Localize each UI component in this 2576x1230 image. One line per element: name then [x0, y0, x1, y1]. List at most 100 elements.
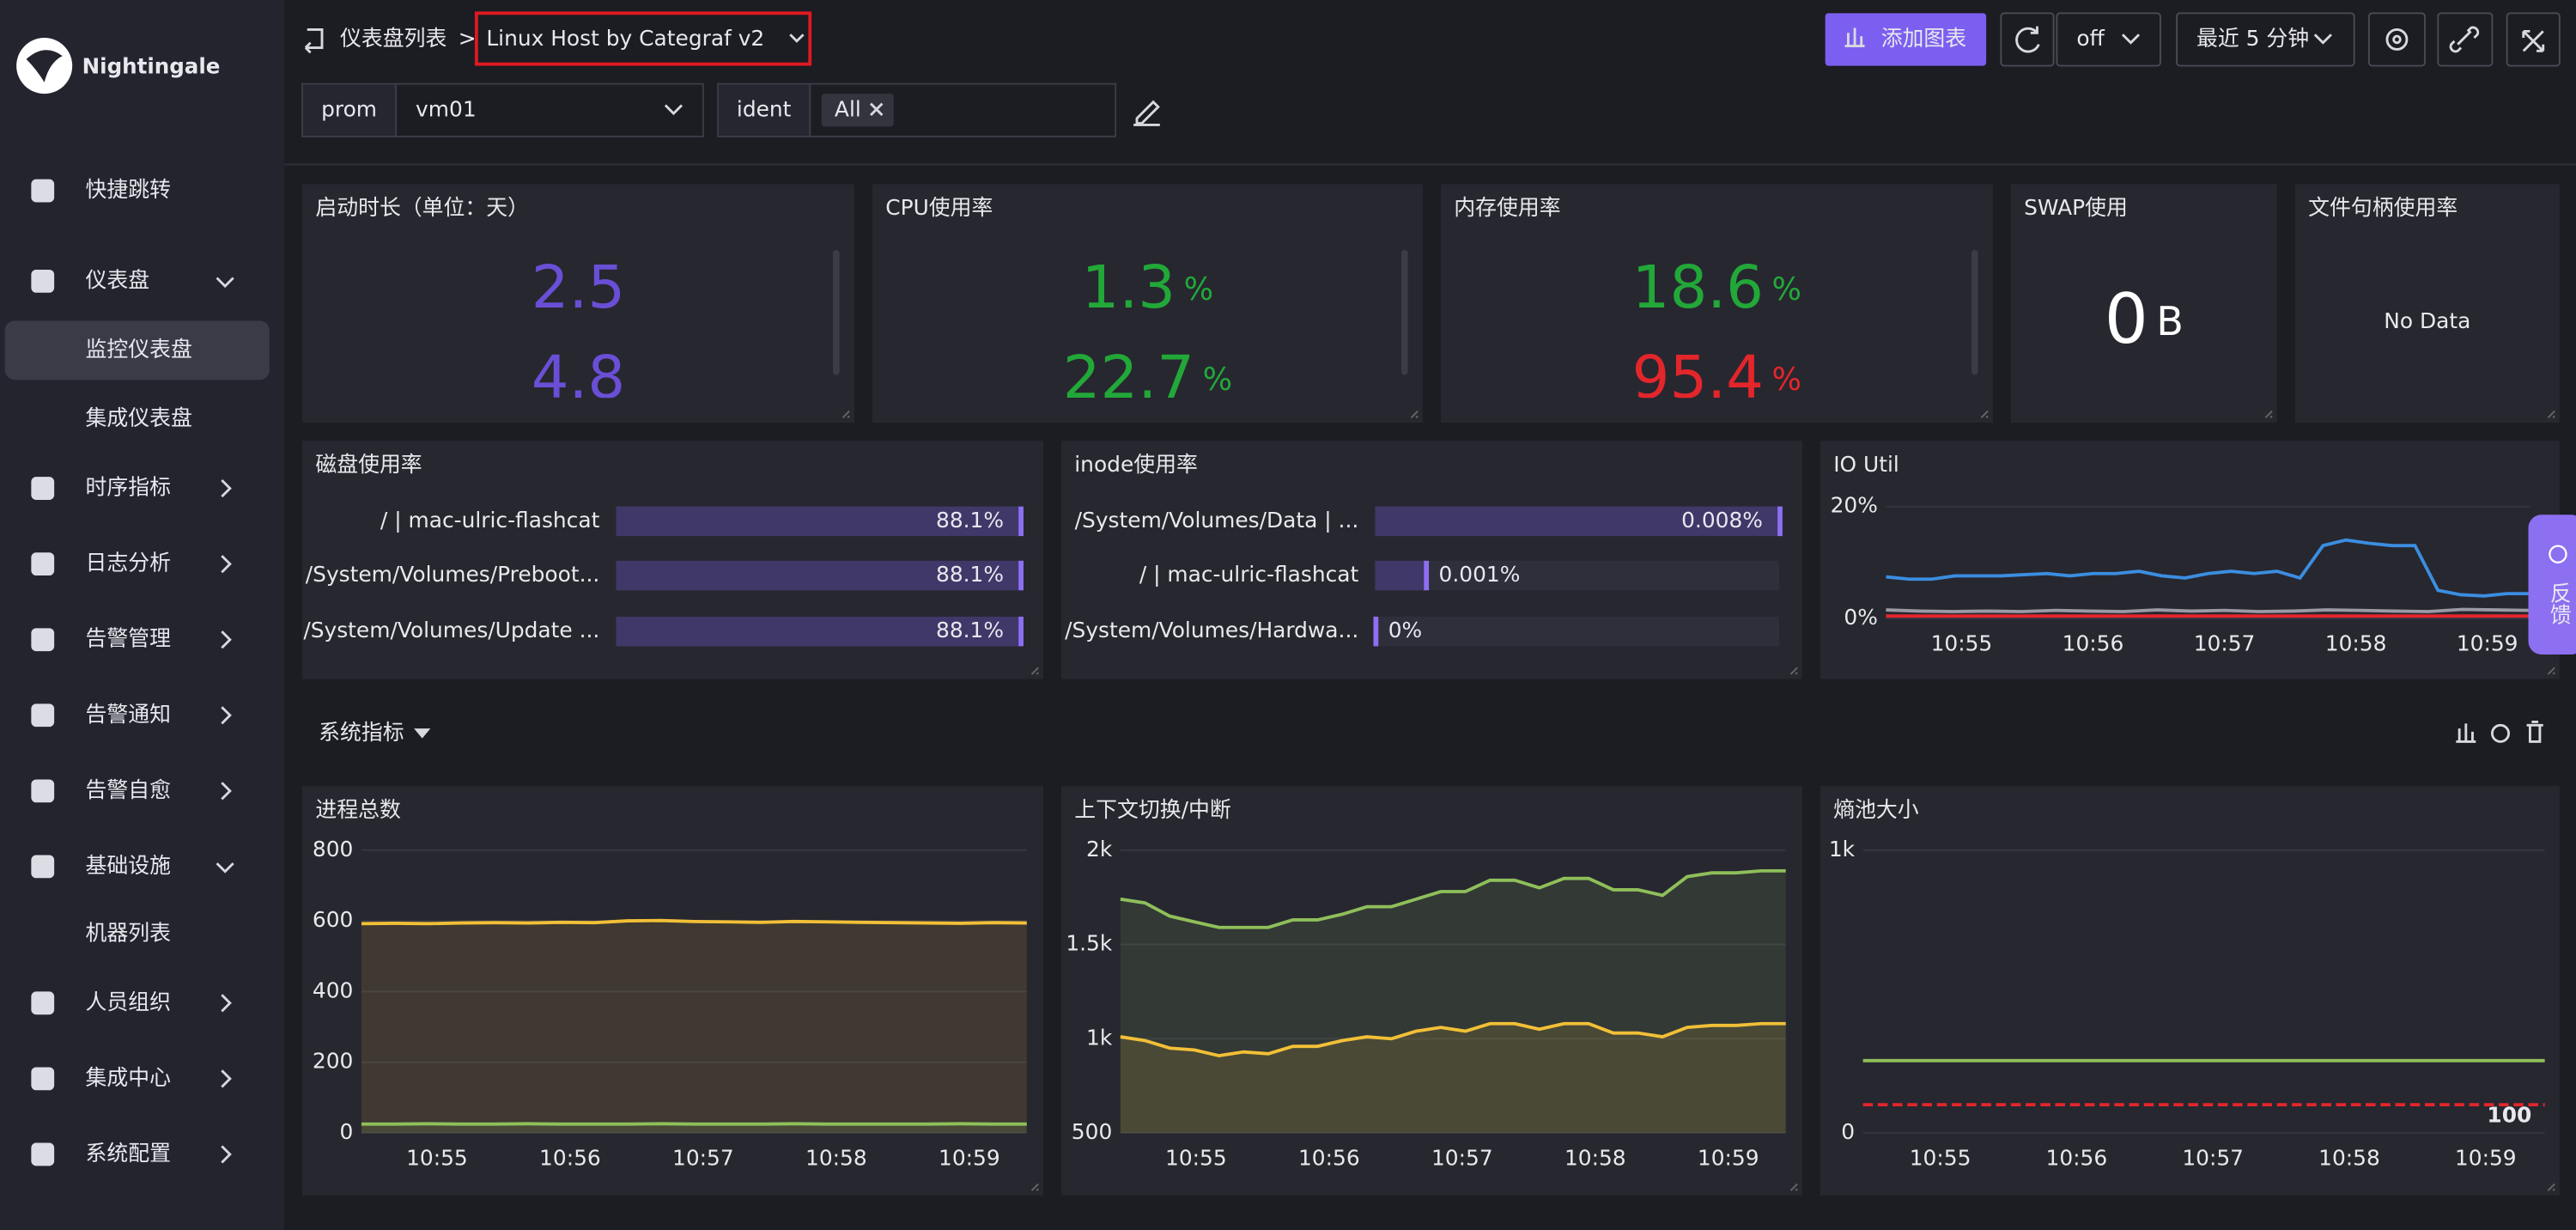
breadcrumb-separator: >: [459, 26, 477, 51]
menu-item[interactable]: 仪表盘: [85, 267, 149, 292]
menu-item[interactable]: 告警自愈: [85, 777, 170, 802]
series-line: [1886, 538, 2530, 598]
menu-item[interactable]: 基础设施: [85, 853, 170, 878]
panel-title: 熵池大小: [1833, 797, 1919, 822]
menu-icon: [31, 269, 55, 293]
settings-button[interactable]: [2367, 12, 2426, 67]
stat-number: 4.8: [532, 344, 626, 412]
logo: Nightingale: [82, 53, 221, 78]
scrollbar: [833, 249, 840, 375]
bar-value: 0%: [1388, 618, 1422, 642]
panel-title: SWAP使用: [2024, 195, 2128, 220]
feedback-label[interactable]: 反馈: [2547, 582, 2572, 625]
tag-close[interactable]: [870, 102, 884, 117]
menu-item[interactable]: 告警通知: [85, 702, 170, 727]
menu-item[interactable]: 告警管理: [85, 626, 171, 651]
resize-handle: [2264, 410, 2273, 418]
panel: [2010, 184, 2277, 423]
bar: [616, 560, 1021, 591]
chevron-right: [221, 706, 232, 725]
share-button[interactable]: [2437, 12, 2494, 67]
panel: [1060, 786, 1802, 1196]
bar-value: 88.1%: [936, 508, 1004, 533]
back-icon[interactable]: [304, 28, 324, 54]
panel-title: 启动时长（单位：天）: [315, 195, 529, 220]
submenu-item[interactable]: 机器列表: [85, 920, 171, 945]
x-tick-label: 10:59: [2457, 630, 2518, 655]
menu-item[interactable]: 时序指标: [85, 475, 170, 500]
menu-icon: [31, 1067, 55, 1091]
scrollbar: [1971, 249, 1978, 375]
bar-edge: [1018, 616, 1024, 647]
y-tick-label: 600: [313, 907, 353, 932]
x-tick-label: 10:59: [1698, 1146, 1759, 1171]
time-range[interactable]: [2176, 12, 2355, 67]
filter-value: vm01: [416, 96, 477, 121]
area: [1120, 1023, 1786, 1134]
panel: [1440, 184, 1993, 423]
submenu-item[interactable]: 集成仪表盘: [85, 405, 191, 430]
filter-select[interactable]: [395, 82, 704, 137]
resize-handle: [1789, 1183, 1798, 1191]
x-tick-label: 10:55: [406, 1146, 468, 1171]
filter-select[interactable]: [809, 82, 1117, 137]
title-chevron: [789, 33, 805, 43]
dashboard-title[interactable]: Linux Host by Categraf v2: [486, 26, 764, 51]
refresh-interval[interactable]: [2056, 12, 2161, 67]
add-chart-icon: [1844, 27, 1865, 48]
menu-icon: [31, 855, 55, 879]
edit-icon[interactable]: [1133, 100, 1160, 126]
chevron: [2121, 33, 2141, 45]
menu-item[interactable]: 快捷跳转: [85, 177, 170, 202]
bar-label: / | mac-ulric-flashcat: [380, 508, 600, 533]
stat-unit: %: [1184, 271, 1214, 308]
panel-title: 上下文切换/中断: [1074, 797, 1230, 822]
resize-handle: [2547, 1183, 2555, 1191]
menu-item[interactable]: 人员组织: [85, 989, 170, 1014]
refresh-button[interactable]: [2000, 12, 2055, 67]
breadcrumb[interactable]: 仪表盘列表: [340, 26, 447, 51]
panel-title: 文件句柄使用率: [2308, 195, 2458, 220]
row-icon-delete[interactable]: [2526, 721, 2543, 743]
series-line: [361, 918, 1027, 926]
y-tick-label: 800: [313, 837, 353, 862]
filter-label-box: [717, 82, 811, 137]
stat-number: 1.3: [1082, 253, 1176, 322]
menu-icon: [31, 628, 55, 652]
x-tick-label: 10:58: [1564, 1146, 1626, 1171]
time-range-label: 最近 5 分钟: [2196, 26, 2309, 51]
menu-item[interactable]: 集成中心: [85, 1065, 171, 1090]
no-data: No Data: [2384, 308, 2470, 333]
bar-edge: [1018, 560, 1024, 591]
bar-edge: [1777, 506, 1783, 537]
bar-value: 0.001%: [1439, 562, 1521, 587]
scrollbar: [1401, 249, 1408, 375]
stat-value: 18.6%: [1632, 253, 1801, 322]
menu-icon: [31, 552, 55, 576]
x-tick-label: 10:59: [939, 1146, 1000, 1171]
bar-value: 88.1%: [936, 562, 1004, 587]
menu-item[interactable]: 系统配置: [85, 1141, 170, 1166]
menu-item[interactable]: 日志分析: [85, 551, 170, 575]
add-chart-button[interactable]: [1825, 13, 1987, 66]
fullscreen-button[interactable]: [2506, 12, 2561, 67]
bar-value: 0.008%: [1681, 508, 1763, 533]
add-chart-label[interactable]: 添加图表: [1881, 26, 1967, 51]
submenu-item[interactable]: 监控仪表盘: [85, 337, 191, 362]
bar-edge: [1018, 506, 1024, 537]
chevron-right: [221, 1069, 232, 1088]
row-icon-chart[interactable]: [2456, 723, 2476, 743]
resize-handle: [2547, 667, 2555, 675]
row-title[interactable]: 系统指标: [319, 720, 404, 745]
settings-icon: [2385, 28, 2409, 51]
settings-icon-core: [2392, 34, 2402, 45]
panel: [1820, 441, 2560, 679]
panel: [872, 184, 1423, 423]
panel: [2294, 184, 2560, 423]
x-tick-label: 10:56: [2046, 1146, 2108, 1171]
x-tick-label: 10:56: [1298, 1146, 1360, 1171]
stat-unit: %: [1203, 361, 1233, 398]
row-icon-settings[interactable]: [2490, 723, 2510, 743]
bar-value: 88.1%: [936, 618, 1004, 642]
menu-icon: [31, 703, 55, 728]
